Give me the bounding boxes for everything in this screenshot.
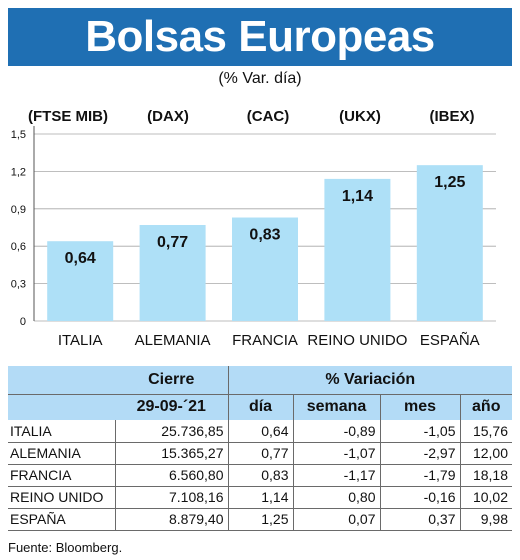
row-cierre: 7.108,16 <box>114 486 228 509</box>
y-tick-label: 1,2 <box>11 166 26 178</box>
subheader-anio: año <box>459 393 512 420</box>
index-label: (CAC) <box>247 108 290 125</box>
y-tick-label: 0,3 <box>11 279 26 291</box>
table-row: ITALIA 25.736,85 0,64 -0,89 -1,05 15,76 <box>8 420 512 443</box>
bar-value-label: 1,14 <box>342 188 373 205</box>
table-row: FRANCIA 6.560,80 0,83 -1,17 -1,79 18,18 <box>8 464 512 487</box>
row-semana: 0,80 <box>292 486 380 509</box>
row-dia: 1,25 <box>227 508 293 531</box>
row-name: ITALIA <box>8 420 115 443</box>
y-tick-label: 0,9 <box>11 204 26 216</box>
header-cierre: Cierre <box>115 366 228 394</box>
index-label: (FTSE MIB) <box>28 108 108 125</box>
page-title: Bolsas Europeas <box>85 12 435 61</box>
bar <box>324 178 391 321</box>
table-row: REINO UNIDO 7.108,16 1,14 0,80 -0,16 10,… <box>8 486 512 509</box>
bar-value-label: 1,25 <box>434 174 465 191</box>
row-cierre: 6.560,80 <box>114 464 228 487</box>
x-tick-label: ESPAÑA <box>420 332 480 349</box>
table-row: ESPAÑA 8.879,40 1,25 0,07 0,37 9,98 <box>8 508 512 531</box>
bar <box>416 165 483 321</box>
bar <box>232 217 298 321</box>
bar-value-label: 0,83 <box>249 227 280 244</box>
bar <box>47 241 114 321</box>
row-mes: -0,16 <box>379 486 460 509</box>
x-tick-label: REINO UNIDO <box>307 332 407 349</box>
row-anio: 9,98 <box>459 508 512 531</box>
y-tick-label: 1,5 <box>11 129 26 141</box>
row-semana: -1,07 <box>292 442 380 465</box>
row-dia: 1,14 <box>227 486 293 509</box>
subheader-semana: semana <box>292 393 380 420</box>
row-semana: -1,17 <box>292 464 380 487</box>
row-dia: 0,64 <box>227 420 293 443</box>
bar-value-label: 0,77 <box>157 234 188 251</box>
subheader-empty <box>8 393 115 420</box>
row-semana: -0,89 <box>292 420 380 443</box>
x-tick-label: ITALIA <box>58 332 103 349</box>
row-mes: -1,05 <box>379 420 460 443</box>
row-mes: 0,37 <box>379 508 460 531</box>
row-name: ALEMANIA <box>8 442 115 465</box>
row-anio: 10,02 <box>459 486 512 509</box>
table-row: ALEMANIA 15.365,27 0,77 -1,07 -2,97 12,0… <box>8 442 512 465</box>
subheader-dia: día <box>227 393 293 420</box>
bar-value-label: 0,64 <box>65 250 96 267</box>
index-label: (UKX) <box>339 108 381 125</box>
row-cierre: 15.365,27 <box>114 442 228 465</box>
row-anio: 18,18 <box>459 464 512 487</box>
header-empty <box>8 366 115 394</box>
subheader-date: 29-09-´21 <box>115 393 228 420</box>
y-tick-label: 0 <box>20 316 26 328</box>
index-label: (IBEX) <box>430 108 475 125</box>
chart-subtitle: (% Var. día) <box>218 70 302 87</box>
row-dia: 0,77 <box>227 442 293 465</box>
row-mes: -2,97 <box>379 442 460 465</box>
source-note: Fuente: Bloomberg. <box>8 540 123 555</box>
y-tick-label: 0,6 <box>11 241 26 253</box>
bar-chart: 0 0,3 0,6 0,9 1,2 1,5 0,64 ITALIA 0,77 ALEMANIA 0,… <box>11 108 496 349</box>
row-mes: -1,79 <box>379 464 460 487</box>
table-subheader-row: 29-09-´21 día semana mes año <box>8 393 512 420</box>
header-variacion: % Variación <box>227 366 512 394</box>
row-dia: 0,83 <box>227 464 293 487</box>
x-tick-label: ALEMANIA <box>135 332 211 349</box>
row-cierre: 25.736,85 <box>114 420 228 443</box>
row-name: ESPAÑA <box>8 508 115 531</box>
table-header-row: Cierre % Variación <box>8 366 512 394</box>
index-label: (DAX) <box>147 108 189 125</box>
subheader-mes: mes <box>379 393 460 420</box>
row-semana: 0,07 <box>292 508 380 531</box>
closing-table: Cierre % Variación 29-09-´21 día semana … <box>8 366 512 531</box>
bar <box>139 225 206 321</box>
row-anio: 15,76 <box>459 420 512 443</box>
row-name: REINO UNIDO <box>8 486 115 509</box>
row-name: FRANCIA <box>8 464 115 487</box>
row-cierre: 8.879,40 <box>114 508 228 531</box>
x-tick-label: FRANCIA <box>232 332 298 349</box>
title-banner: Bolsas Europeas <box>8 8 512 66</box>
row-anio: 12,00 <box>459 442 512 465</box>
